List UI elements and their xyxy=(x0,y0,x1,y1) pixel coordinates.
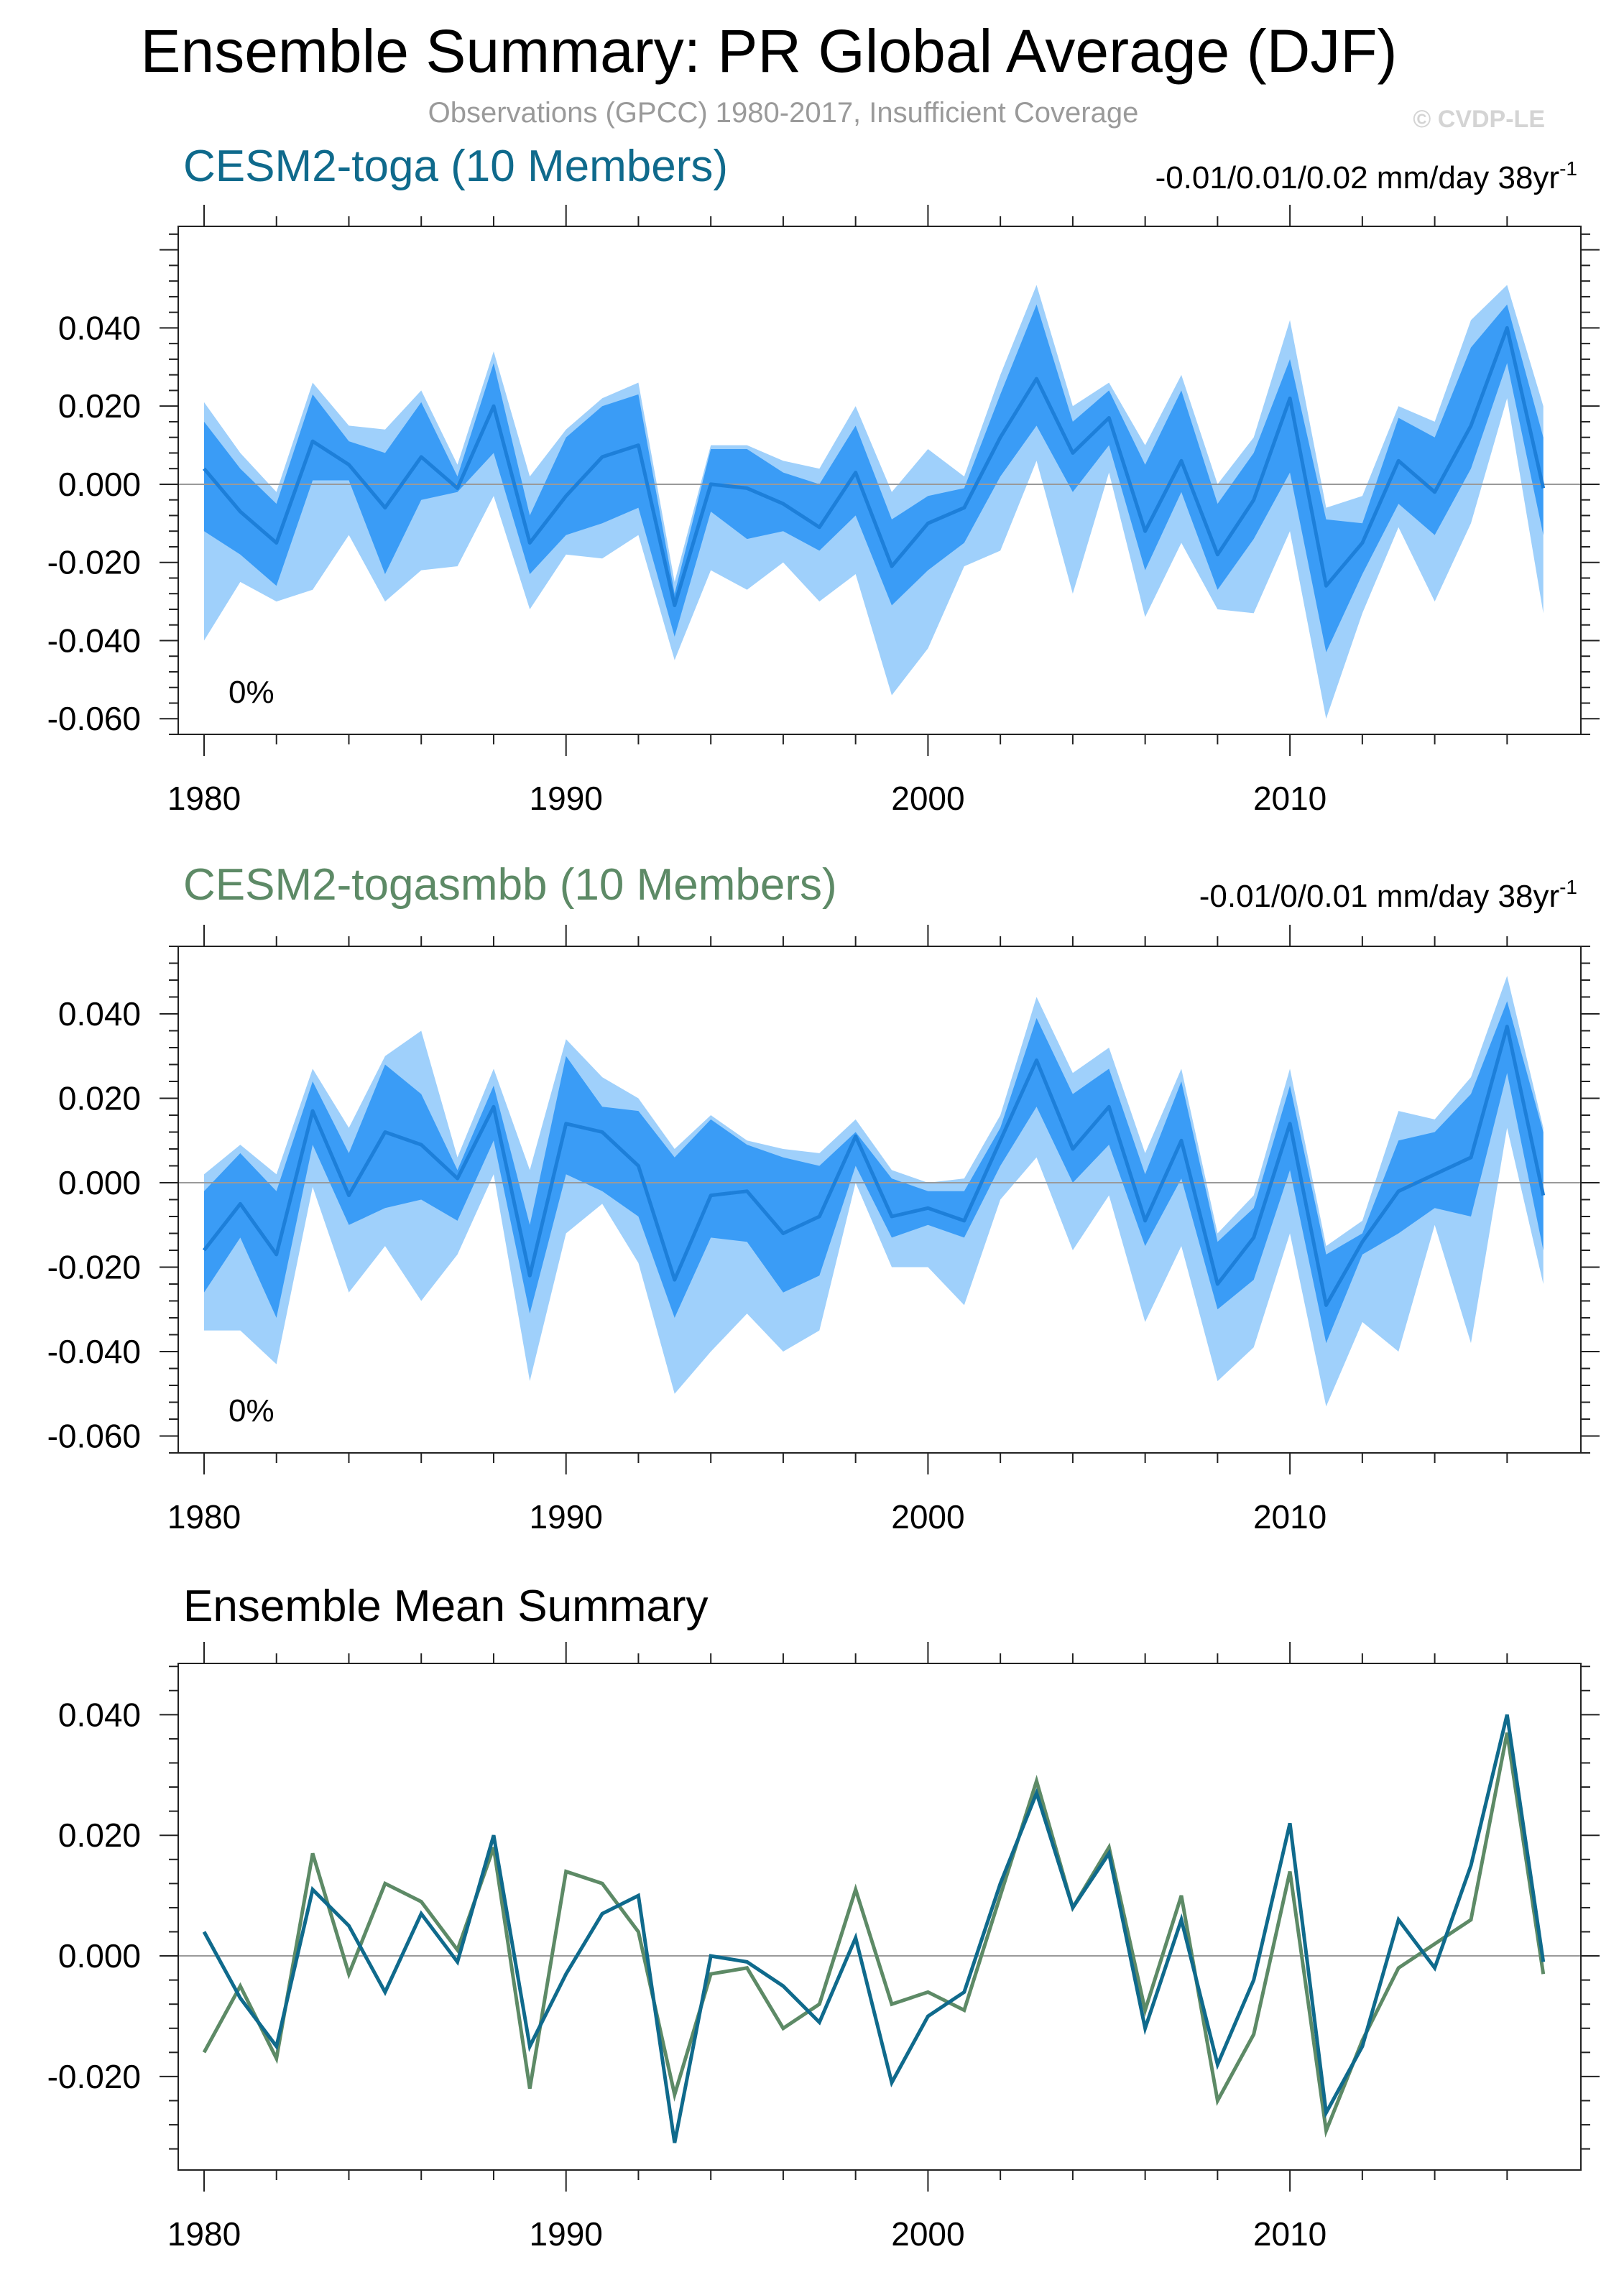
panel-cesm2-togasmbb: 0.040 0.020 0.000 -0.020 -0.040 -0.060 1980 199… xyxy=(47,860,1600,1536)
y-axis: 0.040 0.020 0.000 -0.020 -0.040 -0.060 xyxy=(47,233,1600,737)
y-tick-label: -0.040 xyxy=(47,622,141,659)
y-tick-label: 0.040 xyxy=(58,1696,141,1733)
x-axis: 1980 1990 2000 2010 xyxy=(167,205,1508,817)
x-tick-label: 2010 xyxy=(1253,780,1327,817)
trend-label: -0.01/0/0.01 mm/day 38yr-1 xyxy=(1199,876,1577,914)
series-line-cesm2-toga xyxy=(202,1714,1546,2143)
plot-area: 0.040 0.020 0.000 -0.020 -0.040 -0.060 1980 199… xyxy=(47,205,1600,817)
y-tick-label: -0.020 xyxy=(47,1249,141,1286)
x-tick-label: 2000 xyxy=(891,780,964,817)
x-tick-label: 1980 xyxy=(167,2215,241,2253)
x-tick-label: 1990 xyxy=(530,780,603,817)
y-tick-label: -0.020 xyxy=(47,544,141,581)
y-tick-label: 0.000 xyxy=(58,1164,141,1201)
y-tick-label: -0.020 xyxy=(47,2058,141,2095)
y-tick-label: 0.020 xyxy=(58,387,141,425)
y-axis: 0.040 0.020 0.000 -0.020 -0.040 -0.060 xyxy=(47,946,1600,1455)
x-tick-label: 1990 xyxy=(530,1498,603,1536)
x-axis: 1980 1990 2000 2010 xyxy=(167,1642,1508,2253)
y-tick-label: 0.000 xyxy=(58,1937,141,1975)
x-tick-label: 1990 xyxy=(530,2215,603,2253)
panel-title: Ensemble Mean Summary xyxy=(183,1582,709,1631)
figure-title: Ensemble Summary: PR Global Average (DJF… xyxy=(140,17,1397,85)
y-tick-label: 0.020 xyxy=(58,1080,141,1117)
y-axis: 0.040 0.020 0.000 -0.020 xyxy=(47,1666,1600,2150)
ensemble-mean-line xyxy=(203,326,1546,607)
plot-frame xyxy=(177,1663,1582,2171)
x-tick-label: 2010 xyxy=(1253,2215,1327,2253)
y-tick-label: 0.000 xyxy=(58,466,141,503)
x-tick-label: 1980 xyxy=(167,780,241,817)
x-tick-label: 2000 xyxy=(891,2215,964,2253)
x-axis: 1980 1990 2000 2010 xyxy=(167,925,1508,1536)
y-tick-label: -0.060 xyxy=(47,1418,141,1455)
y-tick-label: -0.060 xyxy=(47,700,141,737)
panel-cesm2-toga: 0.040 0.020 0.000 -0.020 -0.040 -0.060 1980 199… xyxy=(47,142,1600,817)
y-tick-label: -0.040 xyxy=(47,1333,141,1370)
percent-label: 0% xyxy=(229,1393,274,1428)
panel-title: CESM2-toga (10 Members) xyxy=(183,142,728,191)
x-tick-label: 1980 xyxy=(167,1498,241,1536)
y-tick-label: 0.040 xyxy=(58,309,141,346)
plot-area: 0.040 0.020 0.000 -0.020 1980 1990 2000 2010 xyxy=(47,1642,1600,2253)
figure-subtitle: Observations (GPCC) 1980-2017, Insuffici… xyxy=(428,97,1139,129)
trend-label: -0.01/0.01/0.02 mm/day 38yr-1 xyxy=(1155,157,1577,195)
x-tick-label: 2010 xyxy=(1253,1498,1327,1536)
plot-frame xyxy=(177,226,1582,735)
plot-area: 0.040 0.020 0.000 -0.020 -0.040 -0.060 1980 199… xyxy=(47,925,1600,1536)
panel-title: CESM2-togasmbb (10 Members) xyxy=(183,860,837,910)
series-line-cesm2-togasmbb xyxy=(202,1732,1546,2138)
copyright-label: © CVDP-LE xyxy=(1413,106,1545,133)
inner-range-band xyxy=(204,304,1544,652)
ensemble-mean-line xyxy=(203,1025,1546,1307)
y-tick-label: 0.040 xyxy=(58,995,141,1033)
percent-label: 0% xyxy=(229,675,274,710)
y-tick-label: 0.020 xyxy=(58,1816,141,1854)
panel-ensemble-mean: 0.040 0.020 0.000 -0.020 1980 1990 2000 2010 En… xyxy=(47,1582,1600,2253)
x-tick-label: 2000 xyxy=(891,1498,964,1536)
